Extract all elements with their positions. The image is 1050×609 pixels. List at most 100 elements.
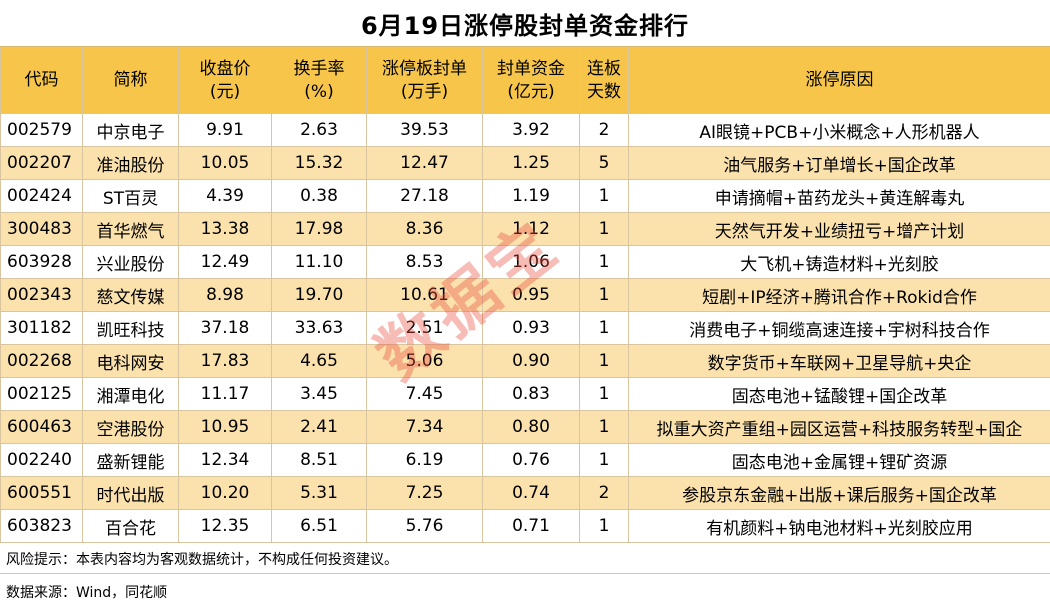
cell-code: 600551: [0, 476, 83, 510]
cell-turnover: 33.63: [271, 311, 367, 345]
table-row: 002268 电科网安 17.83 4.65 5.06 0.90 1 数字货币+车联网+卫星导…: [0, 344, 1050, 378]
cell-seal-fund: 0.83: [482, 377, 580, 411]
data-source: 数据来源：Wind，同花顺: [6, 585, 168, 601]
cell-reason: 有机颜料+钠电池材料+光刻胶应用: [628, 509, 1050, 543]
cell-consecutive-days: 1: [579, 278, 629, 312]
cell-name: ST百灵: [82, 179, 179, 213]
cell-close-price: 37.18: [178, 311, 272, 345]
cell-turnover: 5.31: [271, 476, 367, 510]
cell-reason: AI眼镜+PCB+小米概念+人形机器人: [628, 113, 1050, 147]
cell-turnover: 6.51: [271, 509, 367, 543]
header-close-price: 收盘价 (元): [178, 47, 272, 114]
cell-name: 空港股份: [82, 410, 179, 444]
cell-seal-orders: 7.34: [366, 410, 483, 444]
cell-seal-fund: 0.80: [482, 410, 580, 444]
cell-reason: 参股京东金融+出版+课后服务+国企改革: [628, 476, 1050, 510]
cell-consecutive-days: 1: [579, 344, 629, 378]
cell-close-price: 10.05: [178, 146, 272, 180]
cell-code: 603928: [0, 245, 83, 279]
table-row: 600551 时代出版 10.20 5.31 7.25 0.74 2 参股京东金融+出版+课后…: [0, 476, 1050, 510]
cell-code: 002207: [0, 146, 83, 180]
cell-code: 603823: [0, 509, 83, 543]
cell-close-price: 13.38: [178, 212, 272, 246]
cell-turnover: 17.98: [271, 212, 367, 246]
header-code: 代码: [0, 47, 83, 114]
cell-seal-fund: 0.74: [482, 476, 580, 510]
cell-seal-fund: 0.76: [482, 443, 580, 477]
cell-seal-fund: 1.19: [482, 179, 580, 213]
cell-name: 凯旺科技: [82, 311, 179, 345]
table-row: 600463 空港股份 10.95 2.41 7.34 0.80 1 拟重大资产重组+园区运营…: [0, 410, 1050, 444]
limit-up-ranking-table: 代码 简称 收盘价 (元) 换手率 (%) 涨停板封单 (万手) 封单资金 (亿元) 连…: [0, 47, 1050, 543]
cell-close-price: 12.34: [178, 443, 272, 477]
cell-turnover: 3.45: [271, 377, 367, 411]
table-row: 002125 湘潭电化 11.17 3.45 7.45 0.83 1 固态电池+锰酸锂+国企改…: [0, 377, 1050, 411]
cell-consecutive-days: 1: [579, 212, 629, 246]
cell-reason: 大飞机+铸造材料+光刻胶: [628, 245, 1050, 279]
cell-seal-orders: 5.76: [366, 509, 483, 543]
cell-seal-fund: 1.12: [482, 212, 580, 246]
cell-name: 中京电子: [82, 113, 179, 147]
cell-name: 电科网安: [82, 344, 179, 378]
cell-name: 盛新锂能: [82, 443, 179, 477]
header-seal-fund: 封单资金 (亿元): [482, 47, 580, 114]
cell-close-price: 10.20: [178, 476, 272, 510]
header-consecutive-days: 连板 天数: [579, 47, 629, 114]
cell-seal-fund: 0.71: [482, 509, 580, 543]
cell-code: 002240: [0, 443, 83, 477]
cell-seal-orders: 6.19: [366, 443, 483, 477]
cell-close-price: 8.98: [178, 278, 272, 312]
cell-consecutive-days: 2: [579, 476, 629, 510]
cell-seal-orders: 5.06: [366, 344, 483, 378]
cell-reason: 拟重大资产重组+园区运营+科技服务转型+国企: [628, 410, 1050, 444]
cell-code: 600463: [0, 410, 83, 444]
cell-consecutive-days: 1: [579, 179, 629, 213]
cell-reason: 油气服务+订单增长+国企改革: [628, 146, 1050, 180]
table-header-row: 代码 简称 收盘价 (元) 换手率 (%) 涨停板封单 (万手) 封单资金 (亿元) 连…: [0, 47, 1050, 114]
risk-disclaimer: 风险提示：本表内容均为客观数据统计，不构成任何投资建议。: [0, 544, 1050, 574]
cell-consecutive-days: 1: [579, 377, 629, 411]
cell-consecutive-days: 1: [579, 509, 629, 543]
cell-reason: 申请摘帽+苗药龙头+黄连解毒丸: [628, 179, 1050, 213]
cell-consecutive-days: 1: [579, 410, 629, 444]
cell-name: 百合花: [82, 509, 179, 543]
cell-name: 准油股份: [82, 146, 179, 180]
cell-turnover: 4.65: [271, 344, 367, 378]
cell-reason: 天然气开发+业绩扭亏+增产计划: [628, 212, 1050, 246]
cell-close-price: 17.83: [178, 344, 272, 378]
cell-code: 002424: [0, 179, 83, 213]
cell-code: 300483: [0, 212, 83, 246]
cell-consecutive-days: 1: [579, 311, 629, 345]
cell-reason: 固态电池+金属锂+锂矿资源: [628, 443, 1050, 477]
cell-consecutive-days: 5: [579, 146, 629, 180]
table-row: 301182 凯旺科技 37.18 33.63 2.51 0.93 1 消费电子+铜缆高速连接…: [0, 311, 1050, 345]
cell-seal-orders: 39.53: [366, 113, 483, 147]
cell-name: 兴业股份: [82, 245, 179, 279]
cell-consecutive-days: 1: [579, 245, 629, 279]
cell-reason: 数字货币+车联网+卫星导航+央企: [628, 344, 1050, 378]
cell-reason: 短剧+IP经济+腾讯合作+Rokid合作: [628, 278, 1050, 312]
cell-close-price: 4.39: [178, 179, 272, 213]
cell-reason: 固态电池+锰酸锂+国企改革: [628, 377, 1050, 411]
cell-turnover: 19.70: [271, 278, 367, 312]
cell-reason: 消费电子+铜缆高速连接+宇树科技合作: [628, 311, 1050, 345]
cell-turnover: 2.63: [271, 113, 367, 147]
cell-seal-fund: 1.06: [482, 245, 580, 279]
table-row: 300483 首华燃气 13.38 17.98 8.36 1.12 1 天然气开发+业绩扭亏+…: [0, 212, 1050, 246]
table-row: 002240 盛新锂能 12.34 8.51 6.19 0.76 1 固态电池+金属锂+锂矿资…: [0, 443, 1050, 477]
table-row: 002207 准油股份 10.05 15.32 12.47 1.25 5 油气服务+订单增长+…: [0, 146, 1050, 180]
cell-name: 首华燃气: [82, 212, 179, 246]
cell-close-price: 12.49: [178, 245, 272, 279]
cell-turnover: 11.10: [271, 245, 367, 279]
cell-consecutive-days: 2: [579, 113, 629, 147]
cell-turnover: 8.51: [271, 443, 367, 477]
table-row: 603823 百合花 12.35 6.51 5.76 0.71 1 有机颜料+钠电池材料+光刻…: [0, 509, 1050, 543]
table-row: 603928 兴业股份 12.49 11.10 8.53 1.06 1 大飞机+铸造材料+光刻…: [0, 245, 1050, 279]
cell-seal-fund: 0.95: [482, 278, 580, 312]
cell-close-price: 10.95: [178, 410, 272, 444]
cell-seal-orders: 7.45: [366, 377, 483, 411]
cell-code: 002268: [0, 344, 83, 378]
table-row: 002343 慈文传媒 8.98 19.70 10.61 0.95 1 短剧+IP经济+腾讯合…: [0, 278, 1050, 312]
cell-seal-fund: 0.90: [482, 344, 580, 378]
cell-seal-orders: 12.47: [366, 146, 483, 180]
